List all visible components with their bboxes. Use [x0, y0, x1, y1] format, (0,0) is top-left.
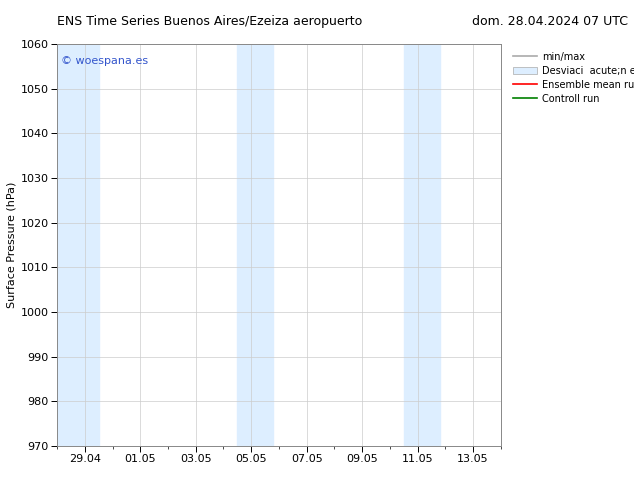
Text: ENS Time Series Buenos Aires/Ezeiza aeropuerto: ENS Time Series Buenos Aires/Ezeiza aero… — [57, 15, 362, 28]
Y-axis label: Surface Pressure (hPa): Surface Pressure (hPa) — [6, 182, 16, 308]
Text: dom. 28.04.2024 07 UTC: dom. 28.04.2024 07 UTC — [472, 15, 628, 28]
Legend: min/max, Desviaci  acute;n est  acute;ndar, Ensemble mean run, Controll run: min/max, Desviaci acute;n est acute;ndar… — [510, 49, 634, 106]
Bar — [404, 44, 440, 446]
Text: © woespana.es: © woespana.es — [61, 56, 148, 66]
Bar — [57, 44, 99, 446]
Bar — [237, 44, 273, 446]
